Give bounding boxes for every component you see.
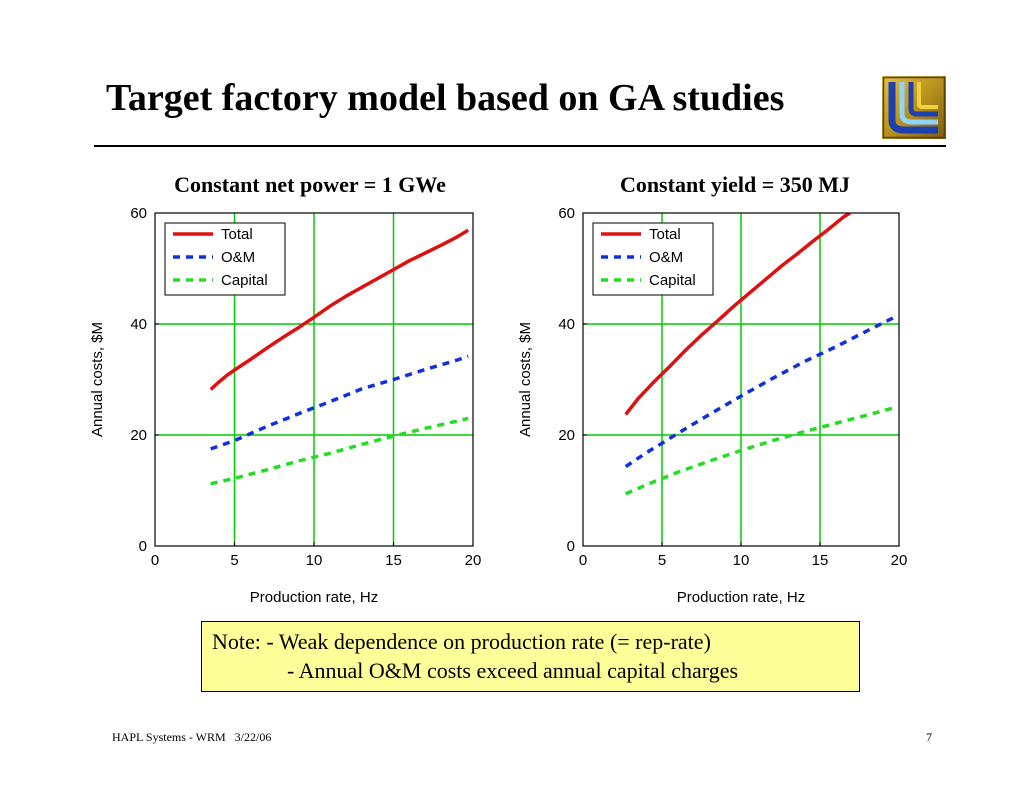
title-divider [94, 145, 946, 147]
x-tick-label: 20 [891, 552, 908, 569]
legend-label: Capital [649, 272, 696, 289]
series-line-capital [210, 416, 469, 486]
note-box: Note: - Weak dependence on production ra… [201, 621, 860, 692]
left-chart-title: Constant net power = 1 GWe [174, 172, 446, 197]
legend-label: Total [649, 226, 681, 243]
series-line-total [624, 213, 851, 416]
x-tick-label: 5 [658, 552, 666, 569]
footer-text: HAPL Systems - WRM 3/22/06 [112, 730, 272, 744]
x-axis-label: Production rate, Hz [250, 589, 378, 606]
y-tick-label: 20 [558, 427, 575, 444]
y-tick-label: 40 [558, 316, 575, 333]
x-axis-label: Production rate, Hz [677, 589, 805, 606]
right-chart-title: Constant yield = 350 MJ [619, 172, 851, 197]
x-tick-label: 0 [579, 552, 587, 569]
series-line-o-m [210, 354, 469, 451]
y-tick-label: 60 [130, 205, 147, 222]
y-tick-label: 0 [567, 538, 575, 555]
x-tick-label: 5 [230, 552, 238, 569]
llnl-logo [882, 76, 946, 139]
legend-label: O&M [649, 249, 683, 266]
page-number: 7 [926, 730, 932, 744]
x-tick-label: 15 [385, 552, 402, 569]
plot-frame [582, 212, 900, 547]
legend-label: Total [221, 226, 253, 243]
x-tick-label: 15 [812, 552, 829, 569]
note-line: - Annual O&M costs exceed annual capital… [287, 658, 739, 683]
legend-label: O&M [221, 249, 255, 266]
slide-title: Target factory model based on GA studies [106, 77, 785, 119]
note-line: Note: - Weak dependence on production ra… [212, 629, 711, 654]
series-line-o-m [624, 315, 896, 469]
series-line-total [209, 228, 470, 391]
y-tick-label: 60 [558, 205, 575, 222]
x-tick-label: 0 [151, 552, 159, 569]
y-tick-label: 20 [130, 427, 147, 444]
y-tick-label: 0 [139, 538, 147, 555]
plot-frame [154, 212, 474, 547]
y-axis-label: Annual costs, $M [89, 322, 106, 437]
x-tick-label: 20 [465, 552, 482, 569]
series-line-capital [625, 406, 895, 496]
x-tick-label: 10 [306, 552, 323, 569]
x-tick-label: 10 [733, 552, 750, 569]
legend-label: Capital [221, 272, 268, 289]
y-axis-label: Annual costs, $M [517, 322, 534, 437]
y-tick-label: 40 [130, 316, 147, 333]
